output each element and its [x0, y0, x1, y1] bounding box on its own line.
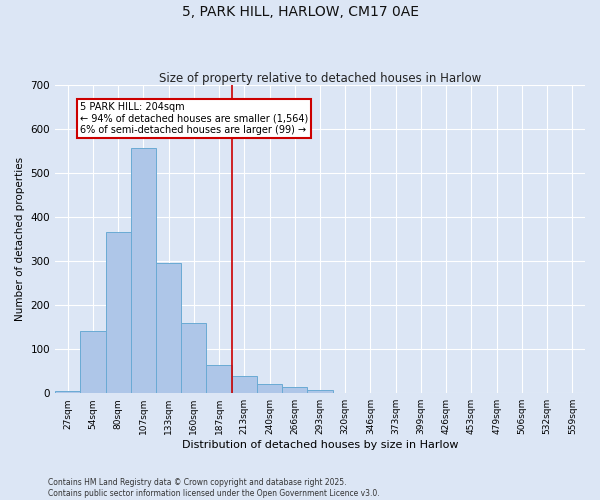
Bar — [257, 384, 282, 393]
Bar — [80, 332, 106, 393]
Bar — [307, 390, 332, 393]
Text: 5 PARK HILL: 204sqm
← 94% of detached houses are smaller (1,564)
6% of semi-deta: 5 PARK HILL: 204sqm ← 94% of detached ho… — [80, 102, 308, 136]
Text: Contains HM Land Registry data © Crown copyright and database right 2025.
Contai: Contains HM Land Registry data © Crown c… — [48, 478, 380, 498]
Bar — [106, 232, 131, 393]
Bar — [156, 263, 181, 393]
Title: Size of property relative to detached houses in Harlow: Size of property relative to detached ho… — [159, 72, 481, 85]
Bar — [232, 376, 257, 393]
X-axis label: Distribution of detached houses by size in Harlow: Distribution of detached houses by size … — [182, 440, 458, 450]
Text: 5, PARK HILL, HARLOW, CM17 0AE: 5, PARK HILL, HARLOW, CM17 0AE — [182, 5, 419, 19]
Y-axis label: Number of detached properties: Number of detached properties — [15, 157, 25, 321]
Bar — [282, 386, 307, 393]
Bar — [206, 364, 232, 393]
Bar — [131, 148, 156, 393]
Bar — [181, 322, 206, 393]
Bar — [55, 391, 80, 393]
